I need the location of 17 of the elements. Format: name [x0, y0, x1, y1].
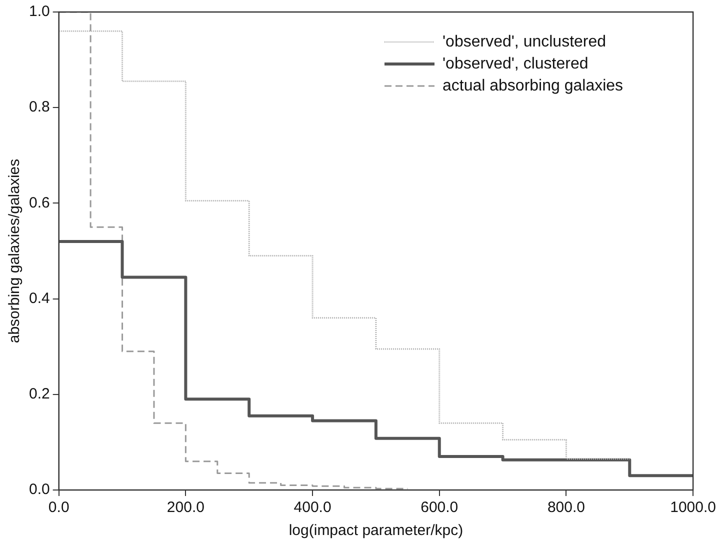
y-tick-label: 0.0: [28, 481, 50, 498]
x-tick-label: 1000.0: [670, 499, 716, 516]
y-tick-label: 0.4: [28, 290, 50, 307]
x-tick-label: 200.0: [166, 499, 204, 516]
x-tick-label: 400.0: [294, 499, 332, 516]
y-tick-label: 1.0: [28, 3, 50, 20]
x-tick-label: 800.0: [547, 499, 585, 516]
legend-label: 'observed', unclustered: [442, 33, 606, 50]
x-tick-label: 600.0: [420, 499, 458, 516]
y-tick-label: 0.6: [28, 194, 50, 212]
x-axis-title: log(impact parameter/kpc): [288, 522, 464, 540]
legend-label: actual absorbing galaxies: [442, 77, 624, 94]
y-tick-label: 0.8: [28, 98, 50, 116]
y-tick-label: 0.2: [28, 386, 50, 403]
x-tick-label: 0.0: [48, 499, 70, 516]
legend-label: 'observed', clustered: [442, 55, 588, 72]
y-axis-title: absorbing galaxies/galaxies: [6, 158, 24, 344]
